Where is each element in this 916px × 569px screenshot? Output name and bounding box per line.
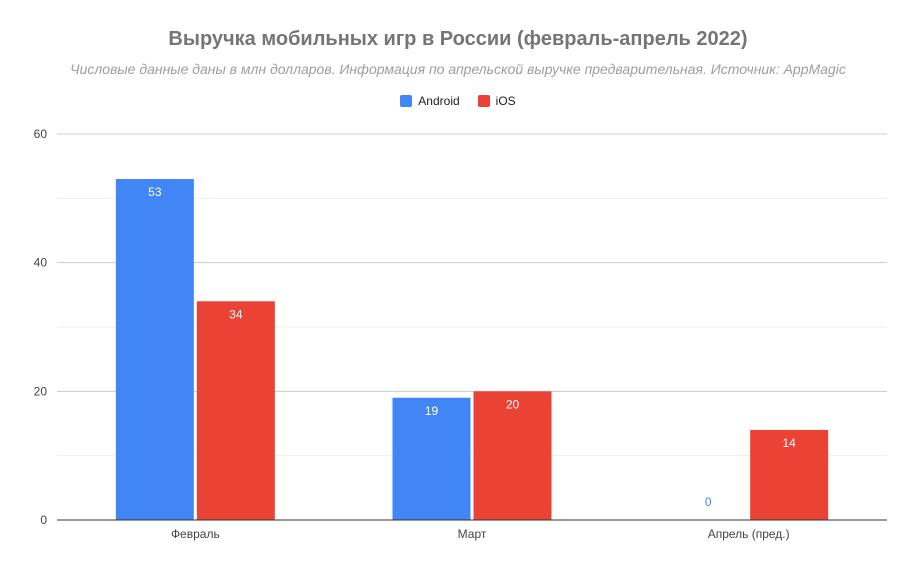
legend-label-android: Android	[418, 94, 460, 108]
bar	[473, 391, 552, 520]
chart-title: Выручка мобильных игр в России (февраль-…	[168, 28, 748, 50]
x-tick-label: Февраль	[171, 527, 220, 541]
bar	[115, 179, 194, 521]
y-tick-label: 60	[34, 127, 48, 141]
y-tick-label: 40	[34, 256, 48, 270]
y-tick-label: 20	[34, 384, 48, 398]
legend-item-ios[interactable]: iOS	[477, 94, 516, 108]
bar	[196, 301, 275, 520]
data-label: 0	[705, 495, 712, 509]
chart-subtitle: Числовые данные даны в млн долларов. Инф…	[70, 61, 846, 77]
legend-swatch-ios	[477, 95, 490, 107]
bar	[392, 397, 471, 520]
data-label: 14	[782, 436, 796, 450]
legend-swatch-android	[400, 95, 413, 107]
bar	[750, 429, 829, 520]
y-tick-label: 0	[40, 513, 47, 527]
chart-legend: Android iOS	[0, 94, 916, 108]
x-tick-label: Апрель (пред.)	[708, 527, 790, 541]
data-label: 20	[506, 397, 520, 411]
legend-item-android[interactable]: Android	[400, 94, 460, 108]
x-tick-label: Март	[458, 527, 487, 541]
data-label: 34	[229, 307, 243, 321]
data-label: 53	[148, 185, 162, 199]
legend-label-ios: iOS	[495, 94, 516, 108]
data-label: 19	[425, 404, 439, 418]
